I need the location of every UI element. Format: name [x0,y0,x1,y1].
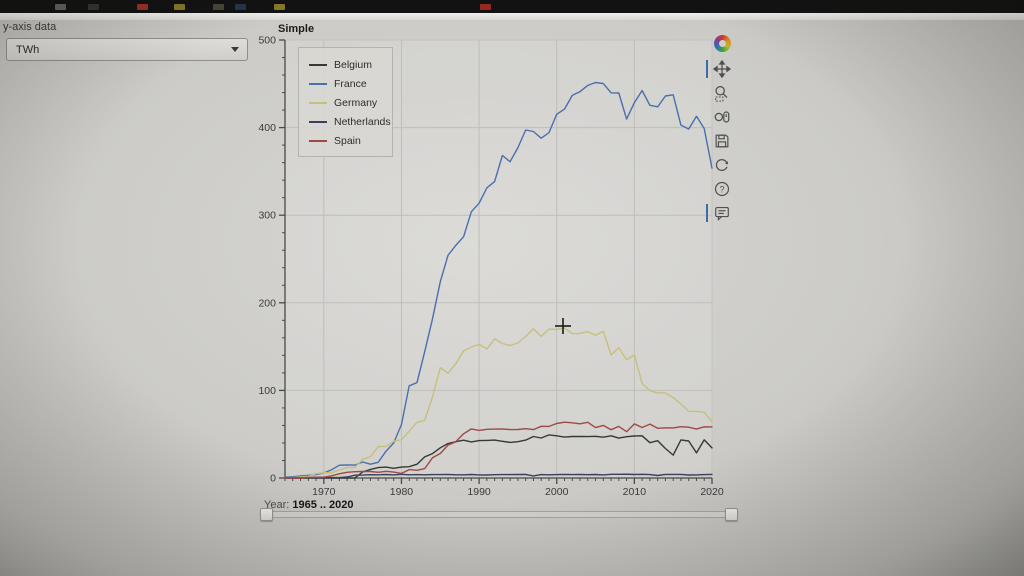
spain-line-swatch [309,139,327,142]
svg-text:300: 300 [258,210,276,222]
reset-icon [715,159,729,171]
legend-label: Germany [334,96,378,109]
legend: Belgium France Germany Netherlands Spain [298,47,393,157]
pan-tool-button[interactable] [706,59,732,79]
legend-item-germany: Germany [309,93,392,112]
slider-handle-min[interactable] [260,508,273,521]
favicon-icon [480,4,491,10]
legend-item-belgium: Belgium [309,55,392,74]
wheel-zoom-tool-button[interactable] [712,107,732,127]
plot-title: Simple [278,23,315,35]
favicon-icon [213,4,224,10]
y-axis-data-value: TWh [16,43,40,56]
netherlands-line-swatch [309,120,327,123]
bokeh-toolbar: ? [706,35,733,223]
legend-label: Netherlands [334,115,391,128]
favicon-icon [137,4,148,10]
year-slider-value: 1965 .. 2020 [292,499,354,511]
year-slider-label: Year: 1965 .. 2020 [264,499,354,511]
svg-text:1970: 1970 [312,486,336,498]
favicon-icon [88,4,99,10]
belgium-line-swatch [309,63,327,66]
wheel-zoom-icon [714,111,730,123]
box-zoom-icon [715,85,728,102]
y-axis-data-select[interactable]: TWh [6,38,248,61]
slider-handle-max[interactable] [725,508,738,521]
legend-label: Belgium [334,58,372,71]
slider-selected-range[interactable] [263,512,735,517]
svg-text:400: 400 [258,122,276,134]
hover-tool-button[interactable] [706,203,732,223]
legend-label: Spain [334,134,361,147]
svg-text:1990: 1990 [467,486,491,498]
y-axis-data-label: y-axis data [3,21,57,33]
browser-top-bar [0,0,1024,13]
svg-text:2000: 2000 [545,486,569,498]
favicon-icon [235,4,246,10]
svg-text:0: 0 [270,473,276,485]
help-tool-button[interactable]: ? [712,179,732,199]
svg-text:?: ? [719,185,724,195]
favicon-icon [174,4,185,10]
svg-text:200: 200 [258,297,276,309]
help-icon: ? [714,181,730,197]
germany-line-swatch [309,101,327,104]
legend-item-netherlands: Netherlands [309,112,392,131]
svg-text:500: 500 [258,35,276,47]
bokeh-logo-icon[interactable] [713,35,731,52]
hover-icon [715,207,729,222]
france-line-swatch [309,82,327,85]
save-icon [715,134,729,148]
svg-text:2020: 2020 [700,486,724,498]
svg-text:1980: 1980 [390,486,414,498]
svg-text:100: 100 [258,385,276,397]
svg-text:2010: 2010 [623,486,647,498]
legend-label: France [334,77,367,90]
favicon-icon [55,4,66,10]
save-tool-button[interactable] [712,131,732,151]
reset-tool-button[interactable] [712,155,732,175]
page-top-edge [0,13,1024,20]
chevron-down-icon [231,47,239,52]
favicon-icon [274,4,285,10]
year-range-slider[interactable] [260,508,738,521]
legend-item-france: France [309,74,392,93]
legend-item-spain: Spain [309,131,392,150]
box-zoom-tool-button[interactable] [712,83,732,103]
pan-icon [713,60,731,78]
